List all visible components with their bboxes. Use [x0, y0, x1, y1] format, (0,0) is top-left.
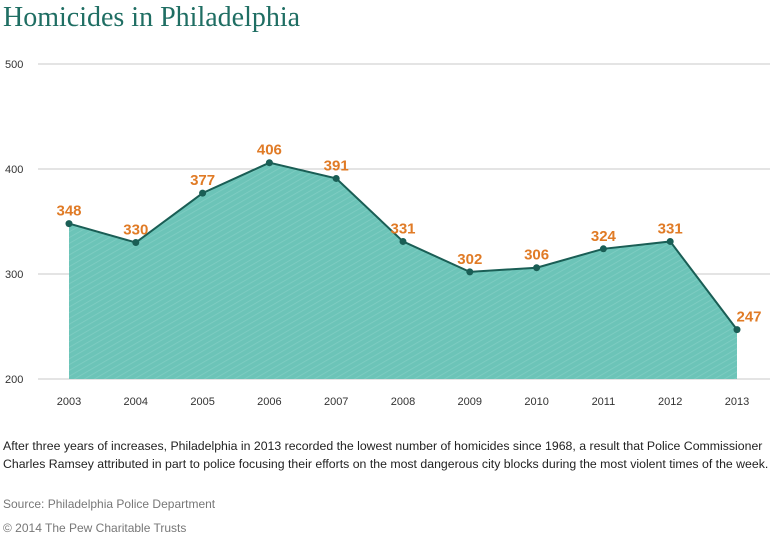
data-point	[132, 239, 140, 246]
data-label: 247	[736, 309, 761, 326]
chart-title: Homicides in Philadelphia	[3, 2, 301, 33]
x-tick-label: 2010	[524, 396, 548, 408]
data-point	[65, 220, 73, 228]
x-tick-label: 2004	[124, 396, 148, 408]
y-tick-label: 200	[5, 374, 23, 386]
x-tick-label: 2003	[57, 396, 81, 408]
area-fill	[69, 162, 737, 379]
x-tick-label: 2011	[592, 396, 616, 408]
data-label: 377	[190, 172, 215, 189]
data-label: 324	[591, 228, 617, 245]
caption: After three years of increases, Philadel…	[3, 439, 769, 471]
data-point	[666, 237, 674, 245]
data-label: 306	[524, 247, 549, 264]
data-label: 302	[457, 251, 482, 268]
x-tick-label: 2006	[257, 396, 281, 408]
data-label: 331	[658, 220, 683, 237]
data-point	[466, 268, 474, 276]
data-label: 391	[324, 157, 349, 174]
source-note: Source: Philadelphia Police Department	[3, 497, 216, 511]
data-label: 330	[123, 222, 148, 239]
area-chart: 200 300 400 500 348 2003 330 2004 377 2005 406 2006…	[5, 59, 770, 408]
y-tick-label: 500	[5, 59, 23, 71]
x-tick-label: 2007	[324, 396, 348, 408]
y-tick-label: 300	[5, 269, 23, 281]
data-label: 406	[257, 142, 282, 159]
data-label: 348	[56, 203, 81, 220]
x-tick-label: 2009	[458, 396, 482, 408]
data-label: 331	[390, 220, 415, 237]
x-tick-label: 2013	[725, 396, 749, 408]
data-point	[533, 264, 541, 272]
data-point	[733, 326, 741, 334]
x-tick-label: 2012	[658, 396, 682, 408]
copyright: © 2014 The Pew Charitable Trusts	[3, 521, 187, 535]
data-point	[199, 189, 207, 197]
data-point	[599, 245, 607, 253]
data-point	[399, 237, 407, 245]
y-tick-label: 400	[5, 164, 23, 176]
x-tick-label: 2008	[391, 396, 415, 408]
data-point	[332, 174, 340, 182]
data-point	[265, 159, 273, 167]
x-tick-label: 2005	[190, 396, 214, 408]
